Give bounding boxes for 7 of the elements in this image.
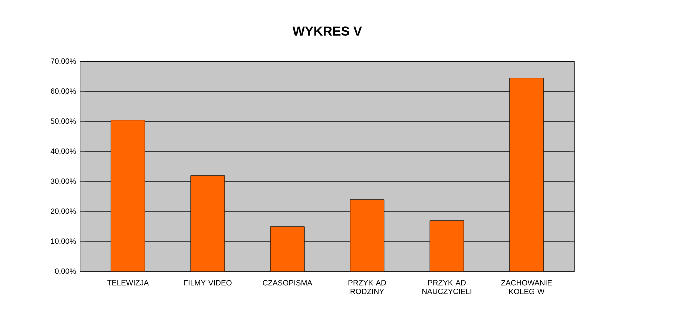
bar [270,226,305,272]
bar [350,199,385,272]
chart-title: WYKRES V [292,26,362,36]
bar [430,220,464,272]
bar [510,78,544,272]
bar [190,175,226,272]
bar [110,120,146,272]
